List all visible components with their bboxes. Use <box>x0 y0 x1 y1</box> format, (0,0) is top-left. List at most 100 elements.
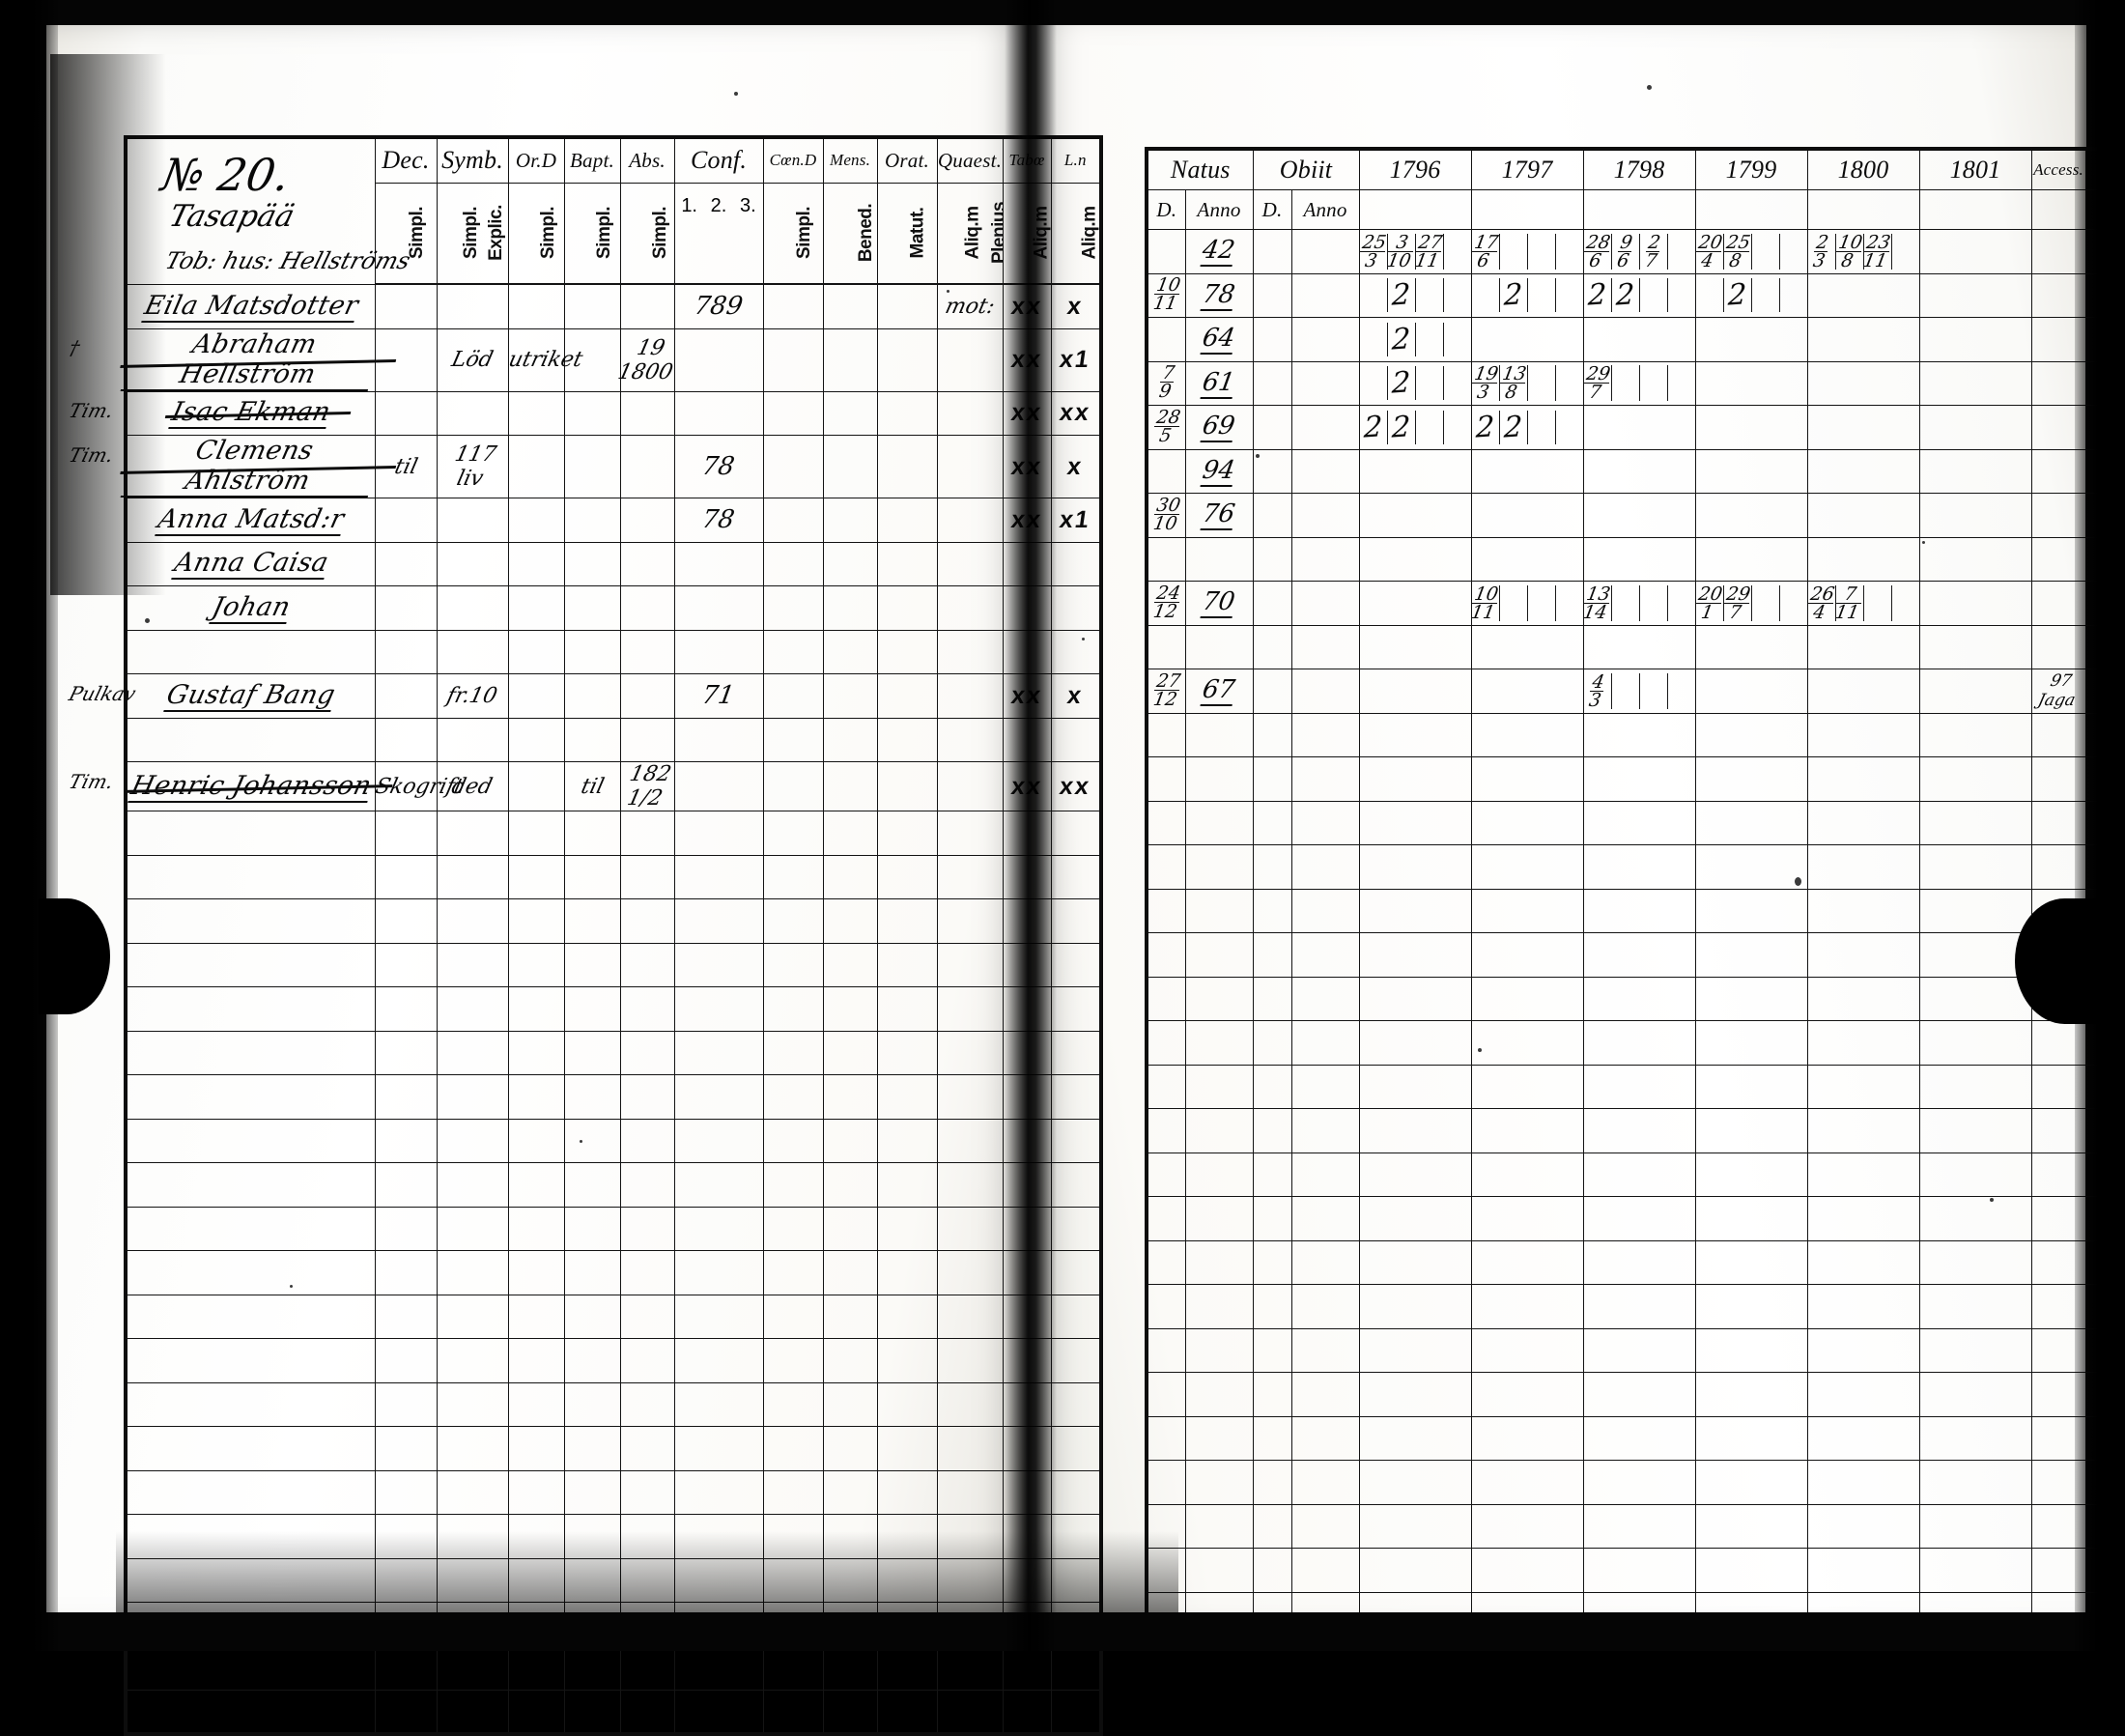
cell-empty <box>1051 1119 1101 1163</box>
cell-access <box>2031 406 2085 450</box>
table-row-empty <box>126 987 1101 1032</box>
year-subcell <box>1612 673 1640 709</box>
cell-empty <box>1291 1109 1359 1153</box>
year-subcell: 2 <box>1360 411 1388 444</box>
cell-quaest <box>937 498 1003 543</box>
cell-ord <box>508 498 564 543</box>
year-subcell <box>1472 278 1500 312</box>
cell-value-tabae: xx <box>1009 293 1044 321</box>
cell-1798 <box>1583 406 1695 450</box>
cell-empty <box>2031 1373 2085 1417</box>
cell-empty <box>620 943 674 987</box>
cell-empty <box>1185 1549 1253 1593</box>
table-row-empty <box>1147 1285 2125 1329</box>
person-name: Anna Matsd:r <box>155 504 347 536</box>
cell-obiit-anno <box>1291 537 1359 582</box>
cell-empty-year <box>1471 1197 1583 1241</box>
cell-empty <box>1185 1504 1253 1549</box>
cell-abiit <box>2085 361 2125 406</box>
cell-empty <box>437 1691 508 1735</box>
cell-empty <box>508 1031 564 1075</box>
cell-empty-year <box>1359 1373 1471 1417</box>
cell-empty <box>1147 1285 1185 1329</box>
cell-empty <box>2085 1592 2125 1636</box>
year-subcell <box>1640 365 1668 401</box>
cell-empty-year <box>1807 1153 1919 1197</box>
cell-1799 <box>1695 625 1807 669</box>
cell-quaest <box>937 328 1003 391</box>
cell-empty <box>437 1295 508 1339</box>
cell-empty <box>1003 1470 1051 1515</box>
col-header-dec: Dec. <box>375 137 437 183</box>
cell-empty <box>1003 1646 1051 1691</box>
cell-empty-year <box>1471 1065 1583 1109</box>
cell-empty-year <box>1359 1416 1471 1461</box>
cell-obiit-anno <box>1291 669 1359 714</box>
col-header-1801: 1801 <box>1919 149 2031 190</box>
year-subcell <box>1528 585 1556 621</box>
cell-empty-year <box>1807 801 1919 845</box>
table-row-empty <box>1147 1328 2125 1373</box>
cell-natus-anno: 61 <box>1185 361 1253 406</box>
person-name: Eila Matsdotter <box>141 291 361 323</box>
cell-empty-year <box>1919 1065 2031 1109</box>
cell-empty <box>937 1163 1003 1208</box>
cell-empty-year <box>1583 713 1695 757</box>
subheader-coen: Simpl. Explic. <box>763 183 823 283</box>
cell-empty <box>1253 1109 1291 1153</box>
cell-empty <box>2031 713 2085 757</box>
table-row: Anna Caisa <box>126 542 1101 586</box>
cell-empty <box>1147 889 1185 933</box>
cell-abs <box>620 436 674 498</box>
cell-ln: x1 <box>1051 328 1101 391</box>
cell-empty-year <box>1359 1504 1471 1549</box>
cell-empty <box>2031 1461 2085 1505</box>
cell-obiit-anno <box>1291 449 1359 494</box>
cell-empty <box>937 1427 1003 1471</box>
cell-empty <box>1185 1285 1253 1329</box>
table-row-empty <box>1147 1416 2125 1461</box>
person-name: Anna Caisa <box>171 548 331 580</box>
cell-empty <box>877 855 937 899</box>
cell-ln <box>1051 718 1101 762</box>
cell-empty-year <box>1807 1065 1919 1109</box>
cell-empty <box>877 1207 937 1251</box>
cell-empty <box>674 1691 763 1735</box>
cell-empty-year <box>1471 757 1583 802</box>
cell-coen <box>763 674 823 719</box>
cell-ord <box>508 674 564 719</box>
cell-empty <box>1147 845 1185 890</box>
cell-tabae <box>1003 718 1051 762</box>
year-subcell <box>1668 365 1695 401</box>
cell-empty-year <box>1807 713 1919 757</box>
cell-empty-year <box>1583 1504 1695 1549</box>
cell-1799 <box>1695 318 1807 362</box>
table-row-empty <box>1147 1021 2125 1066</box>
cell-symb <box>437 630 508 674</box>
subheader-natus-d: D. <box>1147 190 1185 230</box>
table-row-empty <box>1147 1153 2125 1197</box>
year-subcell <box>1500 234 1528 270</box>
cell-dec: Skogrift <box>375 762 437 811</box>
cell-empty-year <box>1583 1549 1695 1593</box>
subheader-obiit-d: D. <box>1253 190 1291 230</box>
cell-1799 <box>1695 361 1807 406</box>
cell-ord <box>508 630 564 674</box>
cell-empty <box>1185 1153 1253 1197</box>
cell-empty <box>877 899 937 944</box>
cell-empty <box>2031 1065 2085 1109</box>
cell-conf <box>674 328 763 391</box>
cell-ord <box>508 762 564 811</box>
cell-empty <box>508 899 564 944</box>
